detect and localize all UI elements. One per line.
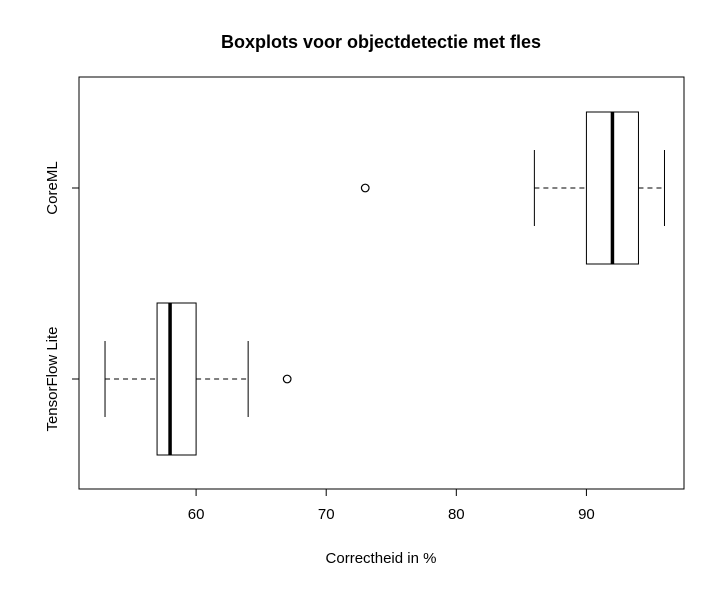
x-axis-label: Correctheid in % bbox=[326, 550, 437, 567]
boxplot-group bbox=[104, 302, 292, 456]
x-axis: 60 70 80 90 bbox=[188, 488, 595, 523]
chart-title: Boxplots voor objectdetectie met fles bbox=[221, 32, 541, 52]
boxplot-group bbox=[360, 111, 665, 265]
outlier-point bbox=[282, 374, 292, 384]
boxes-layer bbox=[104, 111, 665, 456]
y-tick-label: TensorFlow Lite bbox=[44, 326, 61, 431]
x-tick-label: 80 bbox=[448, 506, 465, 523]
y-axis: TensorFlow Lite CoreML bbox=[44, 161, 80, 432]
y-tick-label: CoreML bbox=[44, 161, 61, 214]
outlier-point bbox=[360, 183, 370, 193]
box bbox=[156, 302, 197, 456]
x-tick-label: 60 bbox=[188, 506, 205, 523]
x-tick-label: 70 bbox=[318, 506, 335, 523]
x-tick-label: 90 bbox=[578, 506, 595, 523]
